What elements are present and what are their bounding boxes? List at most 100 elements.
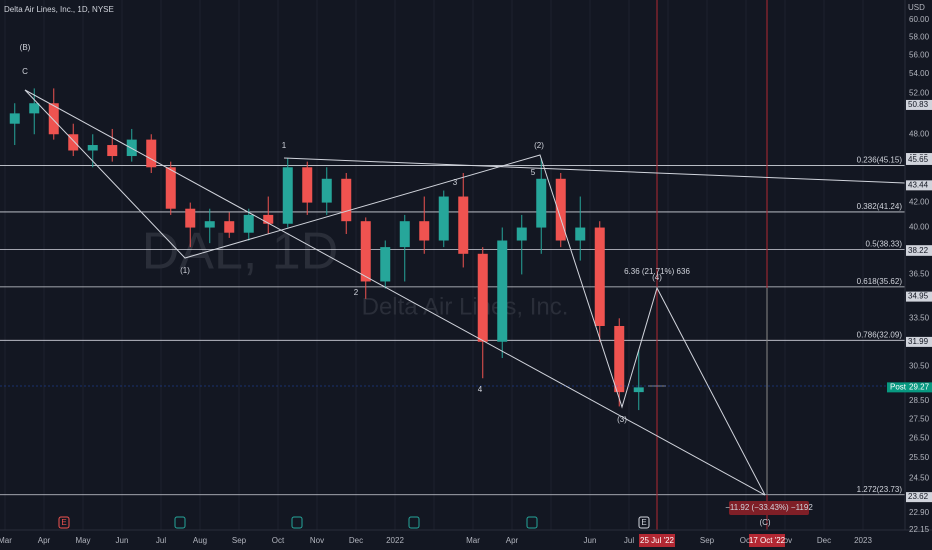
axes: 60.00 58.00 56.00 54.00 52.00 48.00 42.00 40.00… [0,15,932,547]
x-tick-label: Jun [584,536,597,545]
y-tick-label: 28.50 [909,396,930,405]
earnings-label: E [61,518,66,527]
candle-body [302,167,313,203]
candle-body [87,145,98,151]
price-tag-label: 50.83 [908,100,929,109]
candles [9,88,644,411]
candle-body [555,178,566,241]
wave-labels: (B) C 1 (1) 2 3 4 5 (2) (3) (4) (C) [20,43,771,527]
y-tick-label: 58.00 [909,33,930,42]
x-tick-label: Dec [349,536,363,545]
fib-label: 0.5(38.33) [866,239,903,248]
x-tick-label: Apr [506,536,519,545]
y-tick-label: 33.50 [909,313,930,322]
candle-body [204,221,215,228]
price-tag [906,99,932,110]
candle-body [399,221,410,248]
price-tag-label: 38.22 [908,246,929,255]
watermark-ticker: DAL, 1D [142,223,339,281]
price-tag-label: 45.65 [908,155,929,164]
wave-label: (C) [759,518,770,527]
price-tag [906,492,932,503]
price-tag [906,180,932,191]
date-tag [639,534,675,547]
price-tag [906,291,932,302]
dividend-icon [526,516,538,529]
candle-body [419,221,430,241]
measure-label: 6.36 (21.71%) 636 [624,267,690,276]
x-tick-label: Aug [193,536,207,545]
wave-label: (2) [534,141,544,150]
candle-body [594,227,605,326]
fib-label: 0.786(32.09) [857,330,903,339]
candle-body [165,167,176,209]
price-tag-label: 43.44 [908,180,929,189]
y-tick-label: 22.15 [909,525,930,534]
candle-body [68,134,79,151]
date-tag-label: 25 Jul '22 [640,536,675,545]
currency: USD [908,3,925,12]
date-tag [749,534,785,547]
watermark-name: Delta Air Lines, Inc. [362,293,569,320]
x-tick-label: Jul [624,536,634,545]
price-tag-label: 23.62 [908,492,929,501]
wave-label: 3 [453,178,458,187]
candle-body [224,221,235,233]
candle-body [536,178,547,228]
price-axis [905,0,932,550]
y-tick-label: 30.50 [909,361,930,370]
candle-body [48,103,59,135]
x-tick-label: Jun [116,536,129,545]
x-tick-label: Dec [817,536,831,545]
dividend-icon [291,516,303,529]
candle-body [243,214,254,233]
candle-body [575,227,586,241]
measure-label: −11.92 (−33.43%) −1192 [725,503,813,512]
y-tick-label: 48.00 [909,129,930,138]
post-tag [887,382,932,393]
y-tick-label: 27.50 [909,414,930,423]
candle-body [341,178,352,222]
candle-body [282,167,293,224]
price-tag [906,154,932,165]
y-tick-label: 60.00 [909,15,930,24]
dividend-icon [408,516,420,529]
post-tag-label: 29.27 [909,382,930,391]
x-tick-label: 2022 [386,536,404,545]
candle-body [360,221,371,282]
candle-body [107,145,118,157]
candle-body [29,103,40,114]
y-tick-label: 36.50 [909,270,930,279]
wave-label: (B) [20,43,31,52]
wave-path [24,89,766,496]
candle-body [126,139,137,157]
x-tick-label: Nov [310,536,324,545]
fib-label: 0.618(35.62) [857,277,903,286]
x-tick-label: Oct [740,536,753,545]
candle-body [458,196,469,254]
candle-body [185,208,196,228]
wave-label: 2 [354,288,359,297]
x-tick-label: 2023 [854,536,872,545]
fib-label: 0.382(41.24) [857,202,903,211]
candle-body [516,227,527,241]
x-tick-label: May [75,536,90,545]
x-tick-label: Jul [156,536,166,545]
wave-label: 5 [531,168,536,177]
wave-label: C [22,67,28,76]
price-tag-label: 34.95 [908,292,929,301]
candle-body [438,196,449,241]
fib-label: 0.236(45.15) [857,156,903,165]
x-tick-label: Apr [38,536,51,545]
earnings: E E [58,516,650,529]
trend-line [24,89,766,496]
candle-body [497,240,508,342]
post-tag-text: Post [890,382,907,391]
trend-line [283,157,906,184]
earnings-icon [58,516,70,529]
wave-label: 1 [282,141,287,150]
wave-label: (4) [652,273,662,282]
candle-body [477,253,488,342]
